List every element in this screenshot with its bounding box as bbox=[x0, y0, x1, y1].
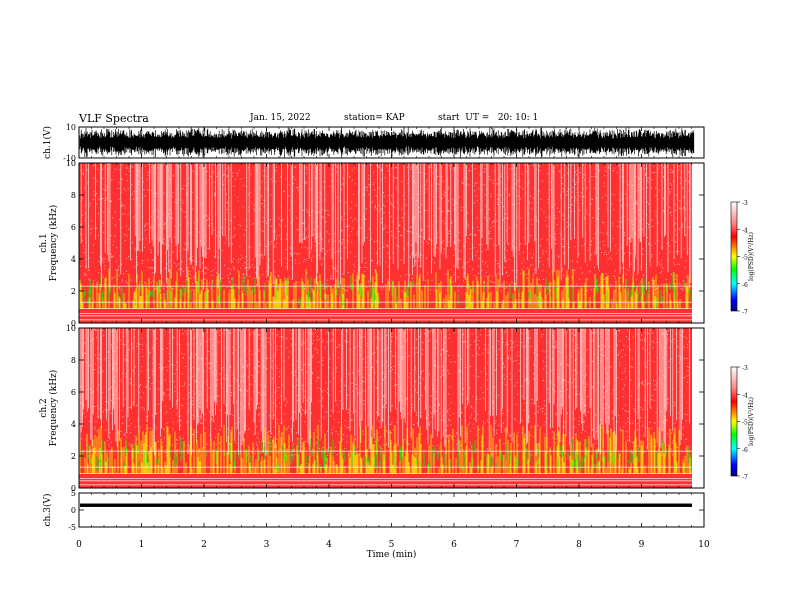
ch2-spectrogram-colorbar: -3 -4 -5 -6 -7 log(PSD)(V²/Hz) bbox=[730, 365, 755, 481]
ch2-spectrogram-ytick-label: 8 bbox=[71, 356, 76, 365]
ch2-spectrogram-ytick-label: 0 bbox=[71, 484, 76, 493]
ch1-spectrogram-colorbar-tick: -5 bbox=[742, 255, 748, 262]
ch2-spectrogram-colorbar-tick: -6 bbox=[742, 447, 748, 454]
date-label: Jan. 15, 2022 bbox=[250, 113, 311, 123]
time-tick-label: 6 bbox=[451, 540, 457, 550]
ch1-waveform-ytick-label: 10 bbox=[66, 123, 76, 132]
ch1-spectrogram-colorbar-tick: -4 bbox=[742, 227, 748, 234]
ch2-spectrogram-ytick-label: 6 bbox=[71, 388, 76, 397]
ch1-spectrogram-nodata bbox=[692, 163, 704, 323]
ch1-spectrogram-ytick-label: 6 bbox=[71, 223, 76, 232]
ch2-spectrogram-colorbar-scale bbox=[730, 366, 738, 477]
ch1-waveform-ylabel: ch.1(V) bbox=[42, 126, 53, 159]
ch1-waveform-y-axis: 10 -10 bbox=[63, 123, 704, 163]
time-tick-label: 3 bbox=[264, 540, 270, 550]
figure-title: VLF Spectra bbox=[79, 112, 149, 125]
ch1-spectrogram-image bbox=[79, 162, 704, 323]
ch1-spectrogram-colorbar-scale bbox=[730, 201, 738, 312]
time-axis: 0 1 2 3 4 5 6 7 8 9 10 Time (min) bbox=[76, 540, 710, 560]
ch1-spectrogram-speckle bbox=[79, 162, 691, 292]
ch2-spectrogram-streaks bbox=[79, 328, 690, 456]
ch1-spectrogram-colorbar: -3 -4 -5 -6 -7 log(PSD)(V²/Hz) bbox=[730, 200, 755, 316]
ch2-spectrogram-frequency-label: Frequency (kHz) bbox=[48, 370, 59, 447]
ch1-waveform-line bbox=[79, 127, 695, 158]
ch1-spectrogram-colorbar-tick: -6 bbox=[742, 282, 748, 289]
ch2-spectrogram-colorbar-label: log(PSD)(V²/Hz) bbox=[748, 397, 755, 446]
ch3-waveform-frame bbox=[78, 492, 705, 528]
ch3-waveform-ytick-label: -5 bbox=[68, 523, 76, 532]
time-tick-label: 0 bbox=[76, 540, 82, 550]
ch2-spectrogram-ytick-label: 4 bbox=[71, 420, 76, 429]
ch1-waveform-trace bbox=[79, 127, 695, 158]
ch3-waveform-ytick-label: 5 bbox=[71, 489, 76, 498]
ch2-spectrogram-colorbar-tick: -3 bbox=[742, 365, 748, 372]
time-tick-label: 4 bbox=[326, 540, 332, 550]
time-tick-label: 9 bbox=[639, 540, 645, 550]
time-tick-label: 10 bbox=[698, 540, 710, 550]
ch2-spectrogram-colorbar-tick: -7 bbox=[742, 474, 748, 481]
ch2-spectrogram-colorbar-tick: -5 bbox=[742, 420, 748, 427]
ch2-spectrogram-ytick-label: 10 bbox=[66, 324, 76, 333]
time-tick-label: 5 bbox=[389, 540, 395, 550]
time-axis-label: Time (min) bbox=[367, 549, 417, 560]
ch1-spectrogram-channel-label: ch.1 bbox=[39, 233, 49, 252]
ch1-spectrogram-frequency-label: Frequency (kHz) bbox=[48, 205, 59, 282]
ch1-spectrogram-colorbar-tick: -7 bbox=[742, 309, 748, 316]
ch1-spectrogram-colorbar-label: log(PSD)(V²/Hz) bbox=[748, 232, 755, 281]
ch2-spectrogram-ytick-label: 2 bbox=[71, 452, 76, 461]
ch1-spectrogram-streaks bbox=[80, 163, 692, 291]
ch2-spectrogram-y-axis: 0 2 4 6 8 10 bbox=[66, 324, 704, 493]
ch1-spectrogram-ytick-label: 0 bbox=[71, 319, 76, 328]
ch1-spectrogram-ytick-label: 2 bbox=[71, 287, 76, 296]
ch1-spectrogram-background bbox=[79, 163, 704, 323]
station-label: station= KAP bbox=[344, 113, 405, 123]
ch1-spectrogram-ytick-label: 4 bbox=[71, 255, 76, 264]
start-time-label: start UT = 20: 10: 1 bbox=[438, 113, 539, 123]
ch1-spectrogram-ytick-label: 10 bbox=[66, 159, 76, 168]
ch2-spectrogram-low-band bbox=[82, 437, 692, 472]
ch1-waveform-x-ticks bbox=[78, 127, 705, 158]
ch1-spectrogram-ytick-label: 8 bbox=[71, 191, 76, 200]
ch3-waveform-ylabel: ch.3(V) bbox=[42, 494, 53, 527]
ch2-spectrogram-image bbox=[79, 327, 704, 488]
ch3-waveform-y-axis: 5 0 -5 bbox=[68, 489, 704, 532]
ch1-spectrogram-colorbar-tick: -3 bbox=[742, 200, 748, 207]
ch3-waveform-trace bbox=[80, 503, 692, 507]
ch1-spectrogram-x-ticks bbox=[78, 163, 705, 323]
ch2-spectrogram-x-ticks bbox=[78, 328, 705, 488]
ch2-spectrogram-colorbar-tick: -4 bbox=[742, 392, 748, 399]
ch3-waveform-ytick-label: 0 bbox=[71, 506, 76, 515]
ch2-spectrogram-nodata bbox=[692, 328, 704, 488]
ch1-spectrogram-mid-band bbox=[79, 268, 689, 309]
time-tick-label: 7 bbox=[514, 540, 520, 550]
time-tick-label: 1 bbox=[139, 540, 145, 550]
ch2-spectrogram-speckle bbox=[79, 327, 690, 457]
time-tick-label: 2 bbox=[201, 540, 207, 550]
ch3-waveform-x-ticks bbox=[78, 493, 705, 527]
time-tick-label: 8 bbox=[576, 540, 582, 550]
ch1-spectrogram-y-axis: 0 2 4 6 8 10 bbox=[66, 159, 704, 328]
ch2-spectrogram-channel-label: ch.2 bbox=[39, 398, 49, 417]
ch1-waveform-ytick-label: -10 bbox=[63, 154, 76, 163]
